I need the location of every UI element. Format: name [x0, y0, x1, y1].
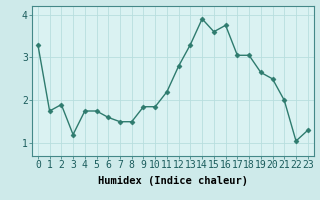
X-axis label: Humidex (Indice chaleur): Humidex (Indice chaleur)	[98, 176, 248, 186]
